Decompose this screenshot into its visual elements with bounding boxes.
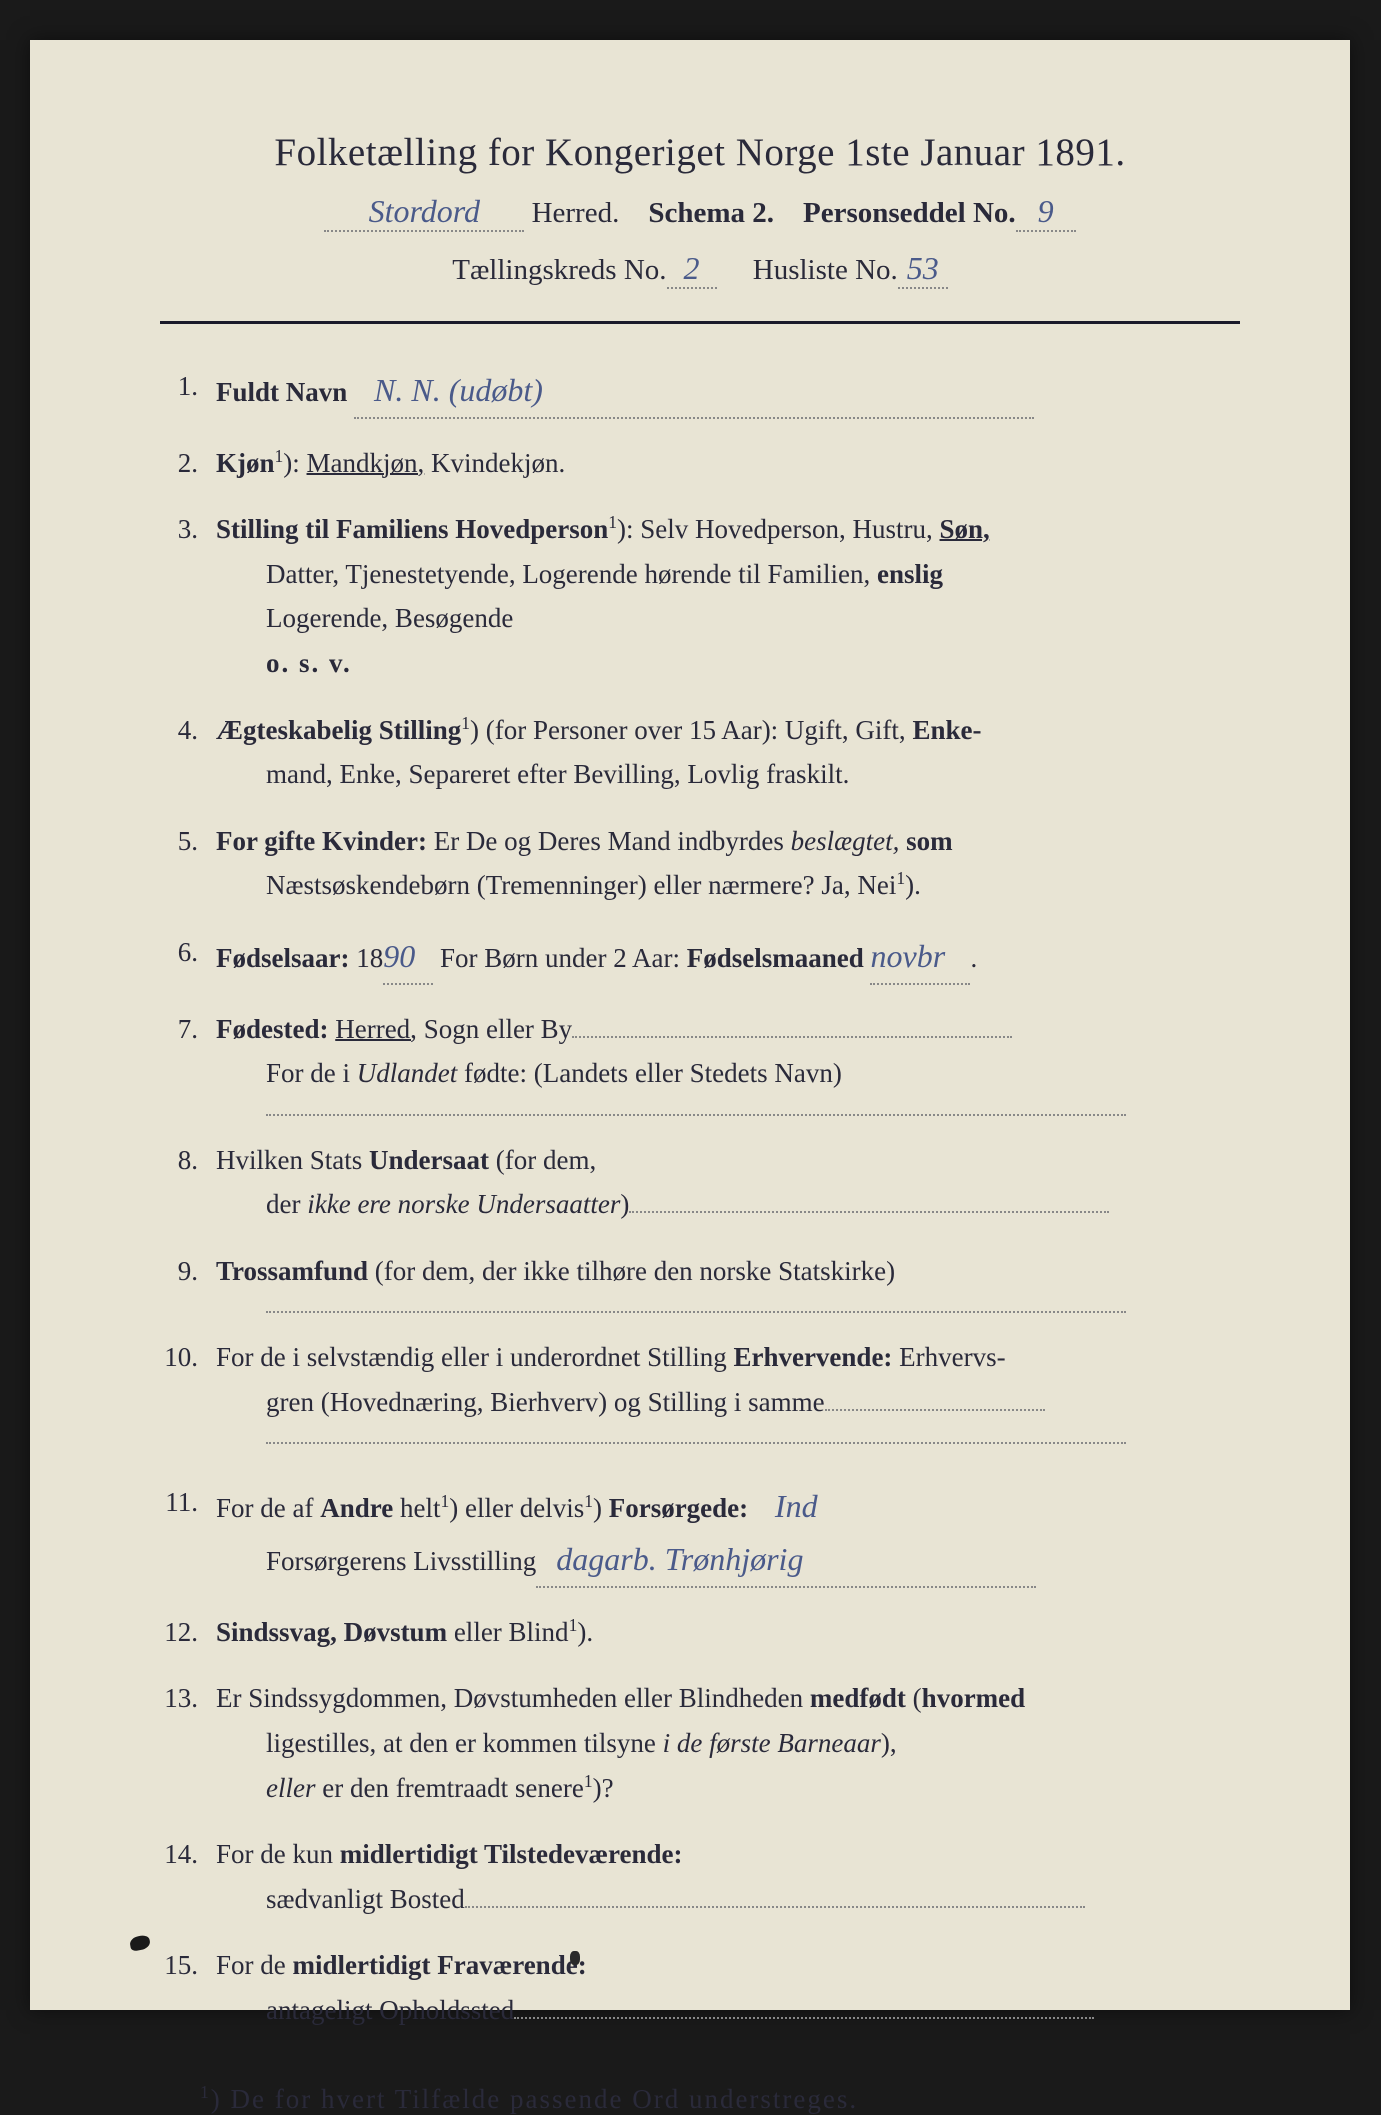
item-number: 10. xyxy=(160,1335,216,1444)
item-body: For gifte Kvinder: Er De og Deres Mand i… xyxy=(216,819,1240,908)
item-body: For de midlertidigt Fraværende: antageli… xyxy=(216,1943,1240,2032)
field-relation: 3. Stilling til Familiens Hovedperson1):… xyxy=(160,507,1240,685)
field-occupation: 10. For de i selvstændig eller i underor… xyxy=(160,1335,1240,1444)
item-body: For de kun midlertidigt Tilstedeværende:… xyxy=(216,1832,1240,1921)
supported-value-1: Ind xyxy=(775,1488,818,1524)
field-label: Ægteskabelig Stilling xyxy=(216,715,461,745)
item-body: Trossamfund (for dem, der ikke tilhøre d… xyxy=(216,1249,1240,1314)
field-label: Forsørgede: xyxy=(609,1493,748,1523)
item-body: Er Sindssygdommen, Døvstumheden eller Bl… xyxy=(216,1676,1240,1810)
field-disability: 12. Sindssvag, Døvstum eller Blind1). xyxy=(160,1610,1240,1655)
field-label: Undersaat xyxy=(369,1145,489,1175)
item-body: For de i selvstændig eller i underordnet… xyxy=(216,1335,1240,1444)
field-temporary-present: 14. For de kun midlertidigt Tilstedevære… xyxy=(160,1832,1240,1921)
field-supported: 11. For de af Andre helt1) eller delvis1… xyxy=(160,1480,1240,1588)
ink-mark-icon xyxy=(570,1951,580,1965)
name-value: N. N. (udøbt) xyxy=(354,364,1034,419)
item-number: 5. xyxy=(160,819,216,908)
item-number: 7. xyxy=(160,1007,216,1116)
field-label: Fuldt Navn xyxy=(216,377,347,407)
item-number: 14. xyxy=(160,1832,216,1921)
field-label: For gifte Kvinder: xyxy=(216,826,427,856)
tkreds-no: 2 xyxy=(667,250,717,289)
field-label: Fødselsaar: xyxy=(216,943,349,973)
option-male: Mandkjøn, xyxy=(307,448,425,478)
footnote-ref: 1 xyxy=(275,446,284,466)
item-body: Ægteskabelig Stilling1) (for Personer ov… xyxy=(216,708,1240,797)
item-number: 15. xyxy=(160,1943,216,2032)
item-number: 6. xyxy=(160,930,216,985)
field-label: Sindssvag, Døvstum xyxy=(216,1617,447,1647)
footnote: 1) De for hvert Tilfælde passende Ord un… xyxy=(160,2082,1240,2115)
option-herred: Herred, xyxy=(335,1014,417,1044)
item-body: Stilling til Familiens Hovedperson1): Se… xyxy=(216,507,1240,685)
field-label: Stilling til Familiens Hovedperson xyxy=(216,514,608,544)
field-religion: 9. Trossamfund (for dem, der ikke tilhør… xyxy=(160,1249,1240,1314)
field-marital: 4. Ægteskabelig Stilling1) (for Personer… xyxy=(160,708,1240,797)
item-number: 11. xyxy=(160,1480,216,1588)
item-body: Fuldt Navn N. N. (udøbt) xyxy=(216,364,1240,419)
item-body: Fødested: Herred, Sogn eller By For de i… xyxy=(216,1007,1240,1116)
footnote-ref: 1 xyxy=(608,512,617,532)
supported-value-2: dagarb. Trønhjørig xyxy=(536,1533,1036,1588)
birthyear-value: 90 xyxy=(383,930,433,985)
item-body: Kjøn1): Mandkjøn, Kvindekjøn. xyxy=(216,441,1240,486)
subtitle-line-1: Stordord Herred. Schema 2. Personseddel … xyxy=(160,193,1240,232)
header-divider xyxy=(160,321,1240,324)
option-son: Søn, xyxy=(940,514,990,544)
husliste-label: Husliste No. xyxy=(753,254,898,286)
field-sex: 2. Kjøn1): Mandkjøn, Kvindekjøn. xyxy=(160,441,1240,486)
item-number: 13. xyxy=(160,1676,216,1810)
field-birthyear: 6. Fødselsaar: 1890 For Børn under 2 Aar… xyxy=(160,930,1240,985)
field-birthplace: 7. Fødested: Herred, Sogn eller By For d… xyxy=(160,1007,1240,1116)
husliste-no: 53 xyxy=(898,250,948,289)
field-label: Fødested: xyxy=(216,1014,335,1044)
field-label: Erhvervende: xyxy=(733,1342,892,1372)
item-body: Sindssvag, Døvstum eller Blind1). xyxy=(216,1610,1240,1655)
field-label: midlertidigt Tilstedeværende: xyxy=(340,1839,683,1869)
birthmonth-value: novbr xyxy=(870,930,970,985)
footnote-ref: 1 xyxy=(461,713,470,733)
item-body: Fødselsaar: 1890 For Børn under 2 Aar: F… xyxy=(216,930,1240,985)
field-related: 5. For gifte Kvinder: Er De og Deres Man… xyxy=(160,819,1240,908)
schema-label: Schema 2. xyxy=(648,197,774,229)
item-number: 12. xyxy=(160,1610,216,1655)
item-number: 3. xyxy=(160,507,216,685)
form-header: Folketælling for Kongeriget Norge 1ste J… xyxy=(160,130,1240,289)
personseddel-label: Personseddel No. xyxy=(803,197,1016,229)
herred-value: Stordord xyxy=(324,193,524,232)
census-form-page: Folketælling for Kongeriget Norge 1ste J… xyxy=(30,40,1350,2010)
ink-blot-icon xyxy=(129,1934,151,1951)
item-number: 4. xyxy=(160,708,216,797)
personseddel-no: 9 xyxy=(1016,193,1076,232)
field-name: 1. Fuldt Navn N. N. (udøbt) xyxy=(160,364,1240,419)
item-number: 9. xyxy=(160,1249,216,1314)
field-nationality: 8. Hvilken Stats Undersaat (for dem, der… xyxy=(160,1138,1240,1227)
field-label: midlertidigt Fraværende: xyxy=(293,1950,587,1980)
tkreds-label: Tællingskreds No. xyxy=(452,254,666,286)
field-temporary-absent: 15. For de midlertidigt Fraværende: anta… xyxy=(160,1943,1240,2032)
item-number: 2. xyxy=(160,441,216,486)
option-female: Kvindekjøn. xyxy=(424,448,565,478)
main-title: Folketælling for Kongeriget Norge 1ste J… xyxy=(160,130,1240,175)
item-body: For de af Andre helt1) eller delvis1) Fo… xyxy=(216,1480,1240,1588)
subtitle-line-2: Tællingskreds No.2 Husliste No.53 xyxy=(160,250,1240,289)
field-label: Kjøn xyxy=(216,448,275,478)
item-number: 8. xyxy=(160,1138,216,1227)
field-disability-origin: 13. Er Sindssygdommen, Døvstumheden elle… xyxy=(160,1676,1240,1810)
item-body: Hvilken Stats Undersaat (for dem, der ik… xyxy=(216,1138,1240,1227)
spacer xyxy=(160,1466,1240,1480)
herred-label: Herred. xyxy=(532,197,620,229)
field-label: Trossamfund xyxy=(216,1256,368,1286)
item-number: 1. xyxy=(160,364,216,419)
